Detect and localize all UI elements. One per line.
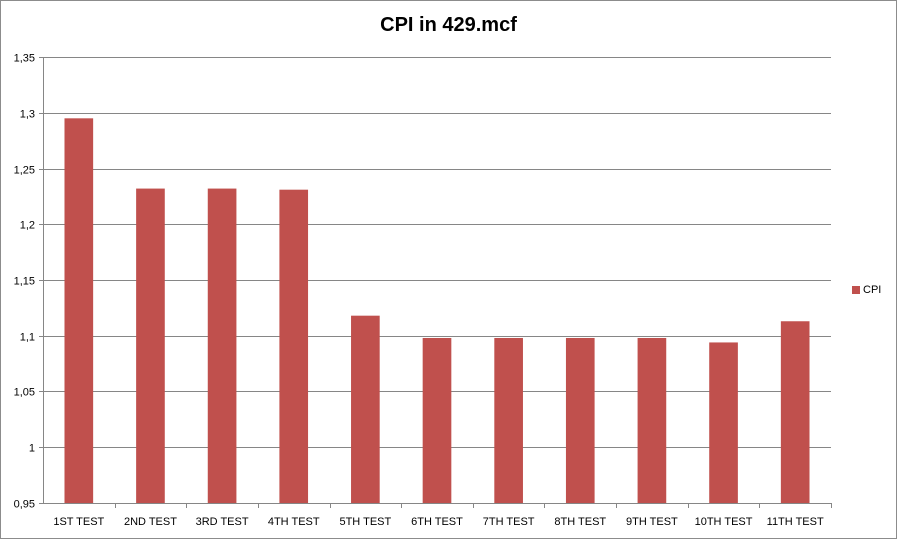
y-tick-label: 1,3 [20,109,35,121]
x-axis-ticks: 1ST TEST 2ND TEST 3RD TEST 4TH TEST 5TH TEST… [53,503,832,528]
bars [64,118,810,503]
bar [136,188,165,503]
bar [422,337,452,503]
x-tick-label: 5TH TEST [339,516,391,528]
y-tick-label: 1,25 [14,165,35,177]
bar [565,337,595,503]
y-tick-label: 0,95 [14,499,35,511]
y-tick-label: 1,1 [20,332,35,344]
x-tick-label: 11TH TEST [767,516,824,528]
legend-label: CPI [863,284,882,296]
x-tick-label: 6TH TEST [411,516,463,528]
x-tick-label: 8TH TEST [554,516,606,528]
y-tick-label: 1,05 [14,387,35,399]
bar [351,315,380,503]
chart-title: CPI in 429.mcf [380,14,517,36]
bar [207,188,237,503]
x-tick-label: 3RD TEST [196,516,249,528]
legend-swatch [852,286,860,295]
legend: CPI [852,284,881,296]
bar [709,342,738,503]
y-tick-label: 1 [29,443,35,455]
bar [637,337,667,503]
axes [43,57,831,504]
bar [494,337,523,503]
x-tick-label: 2ND TEST [124,516,177,528]
y-axis-ticks: 0,95 1 1,05 1,1 1,15 1,2 1,25 1,3 1,35 [14,53,43,511]
bar [64,118,94,503]
x-tick-label: 10TH TEST [695,516,753,528]
y-tick-label: 1,35 [14,53,35,65]
bar [279,189,309,503]
x-tick-label: 7TH TEST [483,516,535,528]
x-tick-label: 9TH TEST [626,516,678,528]
y-tick-label: 1,2 [20,220,35,232]
bar [780,321,810,503]
x-tick-label: 4TH TEST [268,516,320,528]
x-tick-label: 1ST TEST [53,516,104,528]
y-tick-label: 1,15 [14,276,35,288]
